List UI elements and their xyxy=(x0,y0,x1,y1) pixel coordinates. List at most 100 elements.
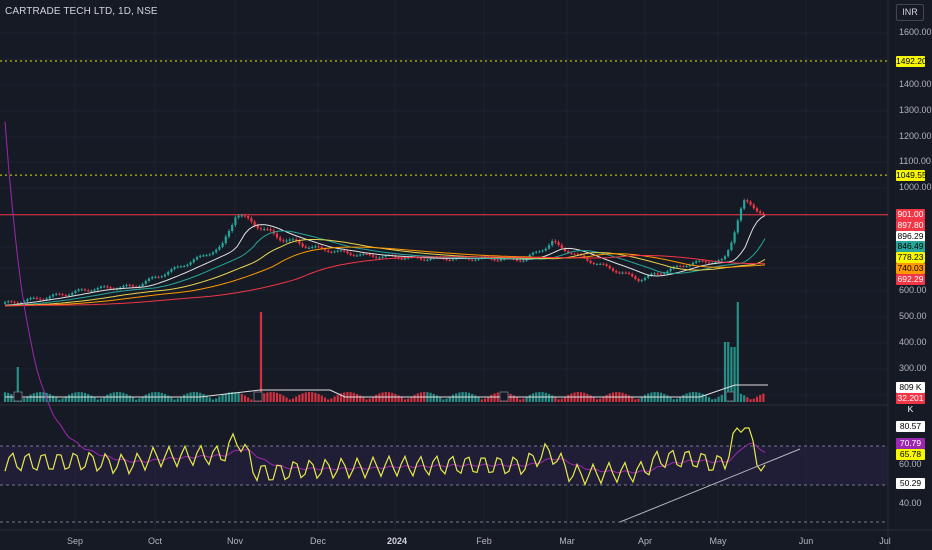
candle-body xyxy=(55,293,58,295)
candle-body xyxy=(154,276,157,278)
rsi-badge: 80.57 xyxy=(896,421,925,432)
volume-bar xyxy=(58,399,61,402)
candle-body xyxy=(173,267,176,270)
volume-bar xyxy=(183,394,186,402)
candle-body xyxy=(122,285,125,288)
volume-bar xyxy=(247,397,250,402)
volume-bar xyxy=(301,393,304,402)
candle-body xyxy=(727,250,730,257)
earnings-marker xyxy=(13,391,23,402)
price-tick-label: 1300.00 xyxy=(899,105,932,115)
volume-bar xyxy=(343,392,346,402)
volume-bar xyxy=(291,398,295,402)
volume-bar xyxy=(522,398,525,402)
candle-body xyxy=(567,251,570,253)
candle-body xyxy=(547,245,551,249)
candle-body xyxy=(269,229,272,231)
time-tick-label: Dec xyxy=(309,536,327,546)
volume-bar xyxy=(701,393,704,402)
volume-bar xyxy=(557,399,560,402)
candle-body xyxy=(394,255,397,258)
volume-bar xyxy=(298,394,301,402)
volume-bar xyxy=(288,399,291,402)
candle-body xyxy=(429,258,432,260)
volume-bar xyxy=(266,392,269,402)
candle-body xyxy=(23,301,26,303)
volume-bar xyxy=(432,393,435,402)
volume-bar xyxy=(311,392,314,402)
price-badge: 692.29 xyxy=(896,274,925,285)
volume-bar xyxy=(714,398,717,402)
candle-body xyxy=(519,260,522,262)
earnings-marker xyxy=(499,391,509,402)
volume-bar xyxy=(362,397,365,402)
volume-bar xyxy=(314,392,317,402)
ma-red-line xyxy=(4,255,765,307)
volume-bar xyxy=(682,394,685,402)
candle-body xyxy=(7,301,10,303)
candle-body xyxy=(83,289,87,291)
candle-body xyxy=(93,289,96,291)
volume-bar xyxy=(474,395,477,402)
volume-bar xyxy=(23,398,26,402)
volume-bar xyxy=(599,398,602,402)
candle-body xyxy=(298,240,301,244)
candle-body xyxy=(528,254,531,258)
rsi-tick-label: 60.00 xyxy=(899,459,922,469)
symbol-title[interactable]: CARTRADE TECH LTD, 1D, NSE xyxy=(5,6,158,17)
candle-body xyxy=(336,250,339,252)
volume-bar xyxy=(336,394,339,402)
candle-body xyxy=(167,271,170,275)
volume-bar xyxy=(445,398,448,402)
volume-bar xyxy=(234,392,237,402)
volume-bar xyxy=(400,397,403,402)
candle-body xyxy=(477,258,480,260)
candle-body xyxy=(499,259,503,261)
volume-bar xyxy=(221,394,224,402)
candle-body xyxy=(659,273,663,275)
volume-bar xyxy=(365,399,368,402)
candle-body xyxy=(99,286,103,288)
volume-bar xyxy=(563,396,567,402)
candle-body xyxy=(71,292,74,295)
volume-bar xyxy=(32,393,35,402)
volume-bar xyxy=(509,393,512,402)
volume-bar xyxy=(589,395,592,402)
candle-body xyxy=(87,290,90,292)
candle-body xyxy=(128,284,131,286)
candle-body xyxy=(471,259,474,261)
candle-body xyxy=(48,296,51,299)
volume-bar xyxy=(67,394,71,402)
candle-body xyxy=(42,299,45,301)
candle-body xyxy=(103,286,106,288)
candle-body xyxy=(650,273,653,276)
price-badge: 740.03 xyxy=(896,263,925,274)
currency-button[interactable]: INR xyxy=(896,4,924,21)
candle-body xyxy=(755,208,759,212)
volume-bar xyxy=(605,394,608,402)
volume-bar xyxy=(272,392,275,402)
volume-bar xyxy=(317,393,320,402)
price-tick-label: 500.00 xyxy=(899,311,927,321)
candle-body xyxy=(250,218,253,222)
candle-body xyxy=(327,250,330,252)
volume-bar xyxy=(259,312,263,402)
candle-body xyxy=(64,295,67,297)
volume-bar xyxy=(163,394,167,402)
candle-body xyxy=(640,280,643,282)
candle-body xyxy=(282,240,285,242)
volume-bar xyxy=(707,397,711,402)
candle-body xyxy=(381,256,384,258)
candle-body xyxy=(362,253,365,255)
candle-body xyxy=(570,252,573,254)
candle-body xyxy=(211,252,215,255)
candle-body xyxy=(592,263,595,265)
candle-body xyxy=(144,280,147,284)
volume-bar xyxy=(739,393,743,402)
candle-body xyxy=(314,246,317,248)
volume-bar xyxy=(394,393,397,402)
candle-body xyxy=(663,273,666,275)
volume-bar xyxy=(304,392,307,402)
candle-body xyxy=(16,302,19,304)
